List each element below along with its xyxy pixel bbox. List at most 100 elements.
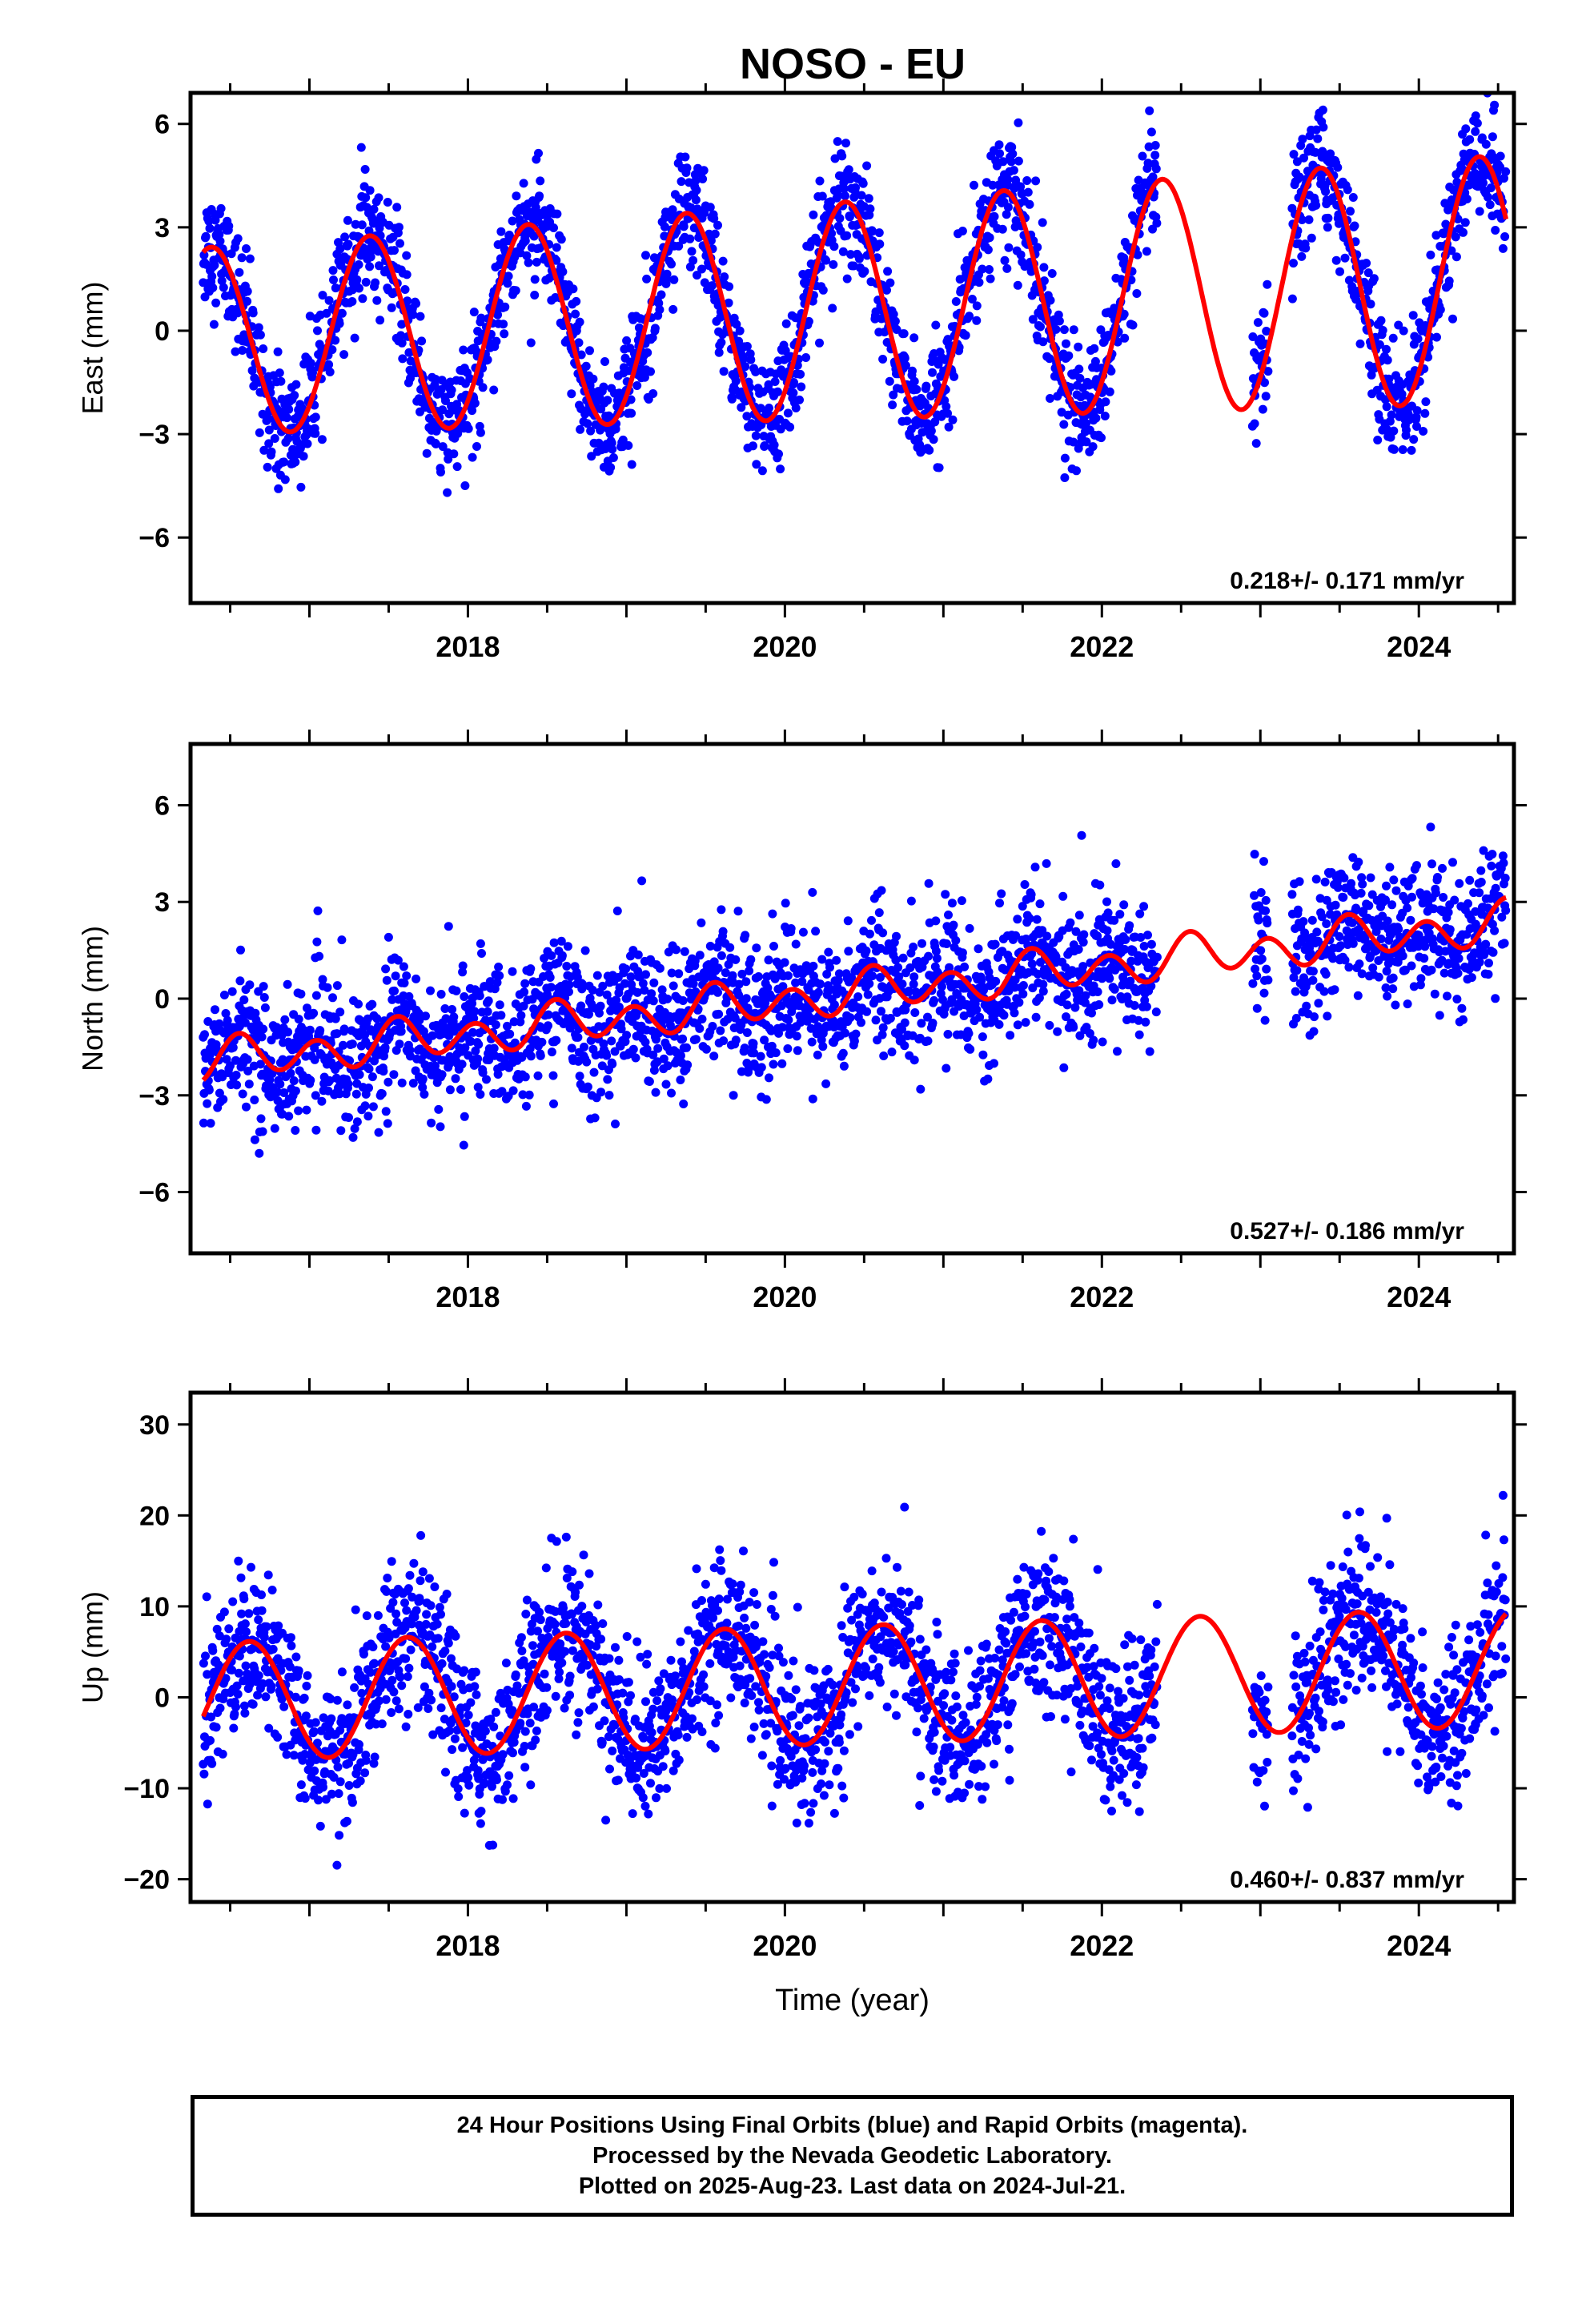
data-point	[608, 444, 617, 454]
data-point	[520, 987, 529, 997]
data-point	[236, 945, 245, 955]
data-point	[669, 981, 678, 991]
data-point	[1013, 915, 1022, 924]
data-point	[1256, 888, 1266, 897]
data-point	[1128, 320, 1138, 330]
data-point	[838, 1048, 848, 1058]
data-point	[862, 1007, 872, 1016]
data-point	[1259, 988, 1269, 998]
data-point	[576, 350, 586, 360]
data-point	[1039, 276, 1049, 286]
data-point	[1391, 1000, 1400, 1010]
data-point	[1491, 226, 1500, 235]
data-point	[751, 367, 761, 376]
data-point	[537, 1037, 547, 1047]
data-point	[1027, 959, 1037, 969]
data-point	[661, 1080, 671, 1089]
data-point	[1085, 1029, 1094, 1038]
data-point	[1060, 453, 1070, 463]
data-point	[273, 1088, 283, 1097]
data-point	[1311, 125, 1321, 135]
data-point	[1407, 874, 1417, 883]
data-point	[402, 251, 412, 260]
data-point	[667, 1088, 676, 1098]
data-point	[891, 955, 901, 965]
y-tick-label: −3	[139, 1081, 170, 1112]
data-point	[679, 222, 689, 231]
data-point	[833, 137, 842, 147]
data-point	[620, 979, 629, 988]
data-point	[1439, 968, 1449, 978]
data-point	[691, 1035, 701, 1044]
data-point	[1263, 919, 1272, 928]
data-point	[204, 216, 214, 226]
data-point	[691, 195, 701, 205]
data-point	[331, 336, 340, 345]
data-point	[1323, 1011, 1332, 1021]
data-point	[201, 231, 211, 241]
data-point	[1388, 984, 1398, 994]
data-point	[1138, 189, 1148, 199]
data-point	[917, 939, 926, 948]
data-point	[795, 395, 804, 404]
data-point	[731, 376, 741, 386]
data-point	[335, 1007, 345, 1017]
data-point	[816, 979, 825, 989]
data-point	[1426, 822, 1435, 832]
data-point	[482, 1075, 491, 1084]
data-point	[354, 999, 363, 1009]
data-point	[470, 399, 480, 408]
data-point	[217, 276, 227, 286]
data-point	[1398, 445, 1407, 454]
data-point	[458, 961, 468, 971]
data-point	[494, 963, 504, 971]
data-point	[397, 1078, 407, 1088]
data-point	[765, 404, 773, 412]
data-point	[331, 283, 340, 293]
data-point	[199, 251, 209, 259]
data-point	[436, 1122, 445, 1132]
data-point	[1074, 986, 1084, 995]
data-point	[1105, 974, 1114, 983]
data-point	[1038, 337, 1048, 347]
data-point	[493, 310, 503, 320]
data-point	[1403, 903, 1412, 913]
data-point	[1295, 877, 1304, 887]
data-point	[930, 995, 939, 1005]
data-point	[877, 1007, 885, 1016]
data-point	[1006, 157, 1016, 167]
data-point	[451, 1074, 460, 1084]
data-point	[1039, 263, 1049, 272]
data-point	[588, 985, 597, 995]
data-point	[1346, 207, 1355, 216]
data-point	[1465, 135, 1475, 144]
data-point	[994, 1019, 1004, 1029]
data-point	[654, 299, 664, 308]
data-point	[452, 462, 462, 472]
data-point	[325, 1076, 335, 1085]
data-point	[329, 275, 338, 284]
data-point	[460, 1112, 469, 1121]
data-point	[224, 1624, 234, 1634]
data-point	[717, 905, 726, 915]
data-point	[985, 265, 994, 274]
data-point	[841, 191, 849, 201]
data-point	[456, 1085, 465, 1094]
data-point	[339, 1040, 347, 1050]
data-point	[1394, 320, 1403, 330]
data-point	[1500, 939, 1509, 948]
data-point	[781, 899, 790, 908]
data-point	[1075, 373, 1085, 383]
data-point	[851, 1029, 861, 1039]
data-point	[478, 383, 488, 392]
data-point	[934, 463, 944, 472]
data-point	[769, 440, 779, 450]
data-point	[626, 972, 636, 982]
data-point	[1021, 1018, 1030, 1027]
data-point	[1455, 879, 1464, 888]
data-point	[662, 269, 672, 279]
data-point	[243, 1055, 252, 1064]
data-point	[951, 297, 961, 306]
data-point	[255, 428, 264, 437]
data-point	[845, 1013, 855, 1023]
